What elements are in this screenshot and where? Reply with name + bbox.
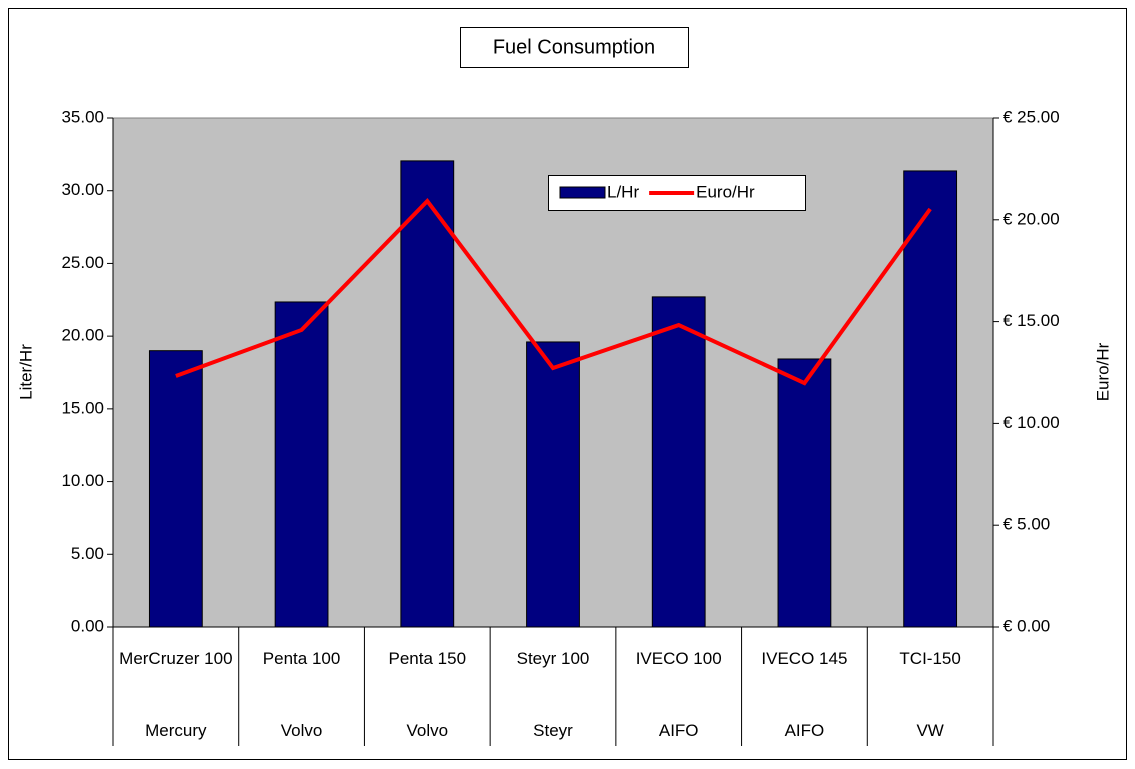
- x-tick-label: TCI-150: [899, 649, 961, 668]
- x-tick-label: Penta 150: [388, 649, 467, 668]
- y-tick-label: 25.00: [61, 253, 104, 272]
- y-tick-label: 5.00: [71, 544, 104, 563]
- bar: [651, 296, 706, 628]
- bar: [400, 160, 455, 628]
- x-group-label: Mercury: [145, 721, 207, 740]
- x-group-label: Steyr: [533, 721, 573, 740]
- bar: [274, 301, 329, 628]
- bar: [148, 350, 203, 628]
- y2-tick-label: € 5.00: [1003, 515, 1050, 534]
- y-axis-label: Liter/Hr: [16, 344, 35, 400]
- y-tick-label: 10.00: [61, 471, 104, 490]
- x-group-label: VW: [916, 721, 944, 740]
- y2-tick-label: € 20.00: [1003, 209, 1060, 228]
- y-tick-label: 20.00: [61, 326, 104, 345]
- x-tick-label: Steyr 100: [516, 649, 590, 668]
- bar: [526, 341, 580, 628]
- legend-label: Euro/Hr: [696, 182, 755, 201]
- y2-tick-label: € 15.00: [1003, 311, 1060, 330]
- bar: [903, 170, 958, 628]
- legend-swatch: [559, 186, 606, 199]
- y2-tick-label: € 25.00: [1003, 107, 1060, 126]
- y-tick-label: 15.00: [61, 398, 104, 417]
- x-tick-label: MerCruzer 100: [119, 649, 233, 668]
- bar: [777, 358, 832, 628]
- y2-axis-label: Euro/Hr: [1093, 342, 1112, 401]
- y-tick-label: 35.00: [61, 107, 104, 126]
- title-box: [460, 27, 689, 68]
- x-group-label: AIFO: [658, 721, 699, 740]
- y-tick-label: 0.00: [71, 616, 104, 635]
- y2-tick-label: € 10.00: [1003, 413, 1060, 432]
- y2-tick-label: € 0.00: [1003, 616, 1050, 635]
- x-group-label: AIFO: [784, 721, 825, 740]
- line: [175, 198, 932, 386]
- x-tick-label: Penta 100: [262, 649, 341, 668]
- y-tick-label: 30.00: [61, 180, 104, 199]
- chart-title: Fuel Consumption: [493, 36, 655, 58]
- x-group-label: Volvo: [280, 721, 323, 740]
- x-tick-label: IVECO 100: [635, 649, 722, 668]
- x-group-label: Volvo: [406, 721, 449, 740]
- legend-label: L/Hr: [607, 182, 639, 201]
- legend: L/Hr Euro/Hr: [548, 175, 806, 211]
- x-tick-label: IVECO 145: [761, 649, 848, 668]
